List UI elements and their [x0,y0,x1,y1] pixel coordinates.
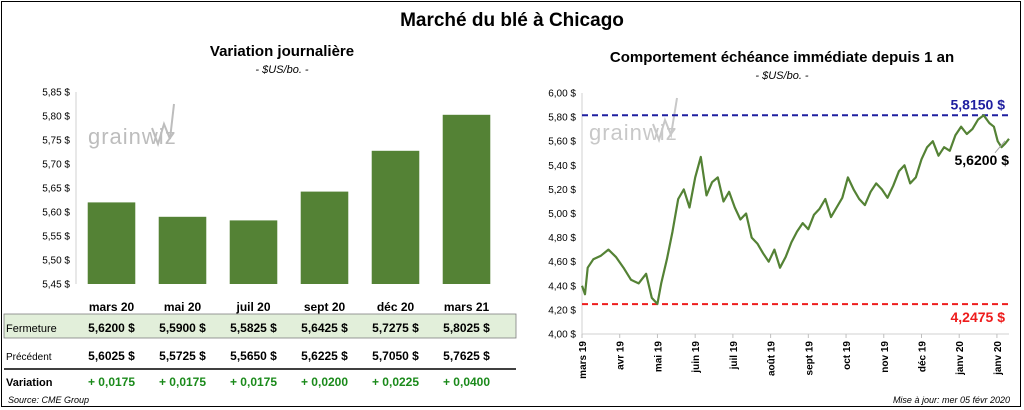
bar-chart-unit: - $US/bo. - [255,64,309,76]
table-cell-close: 5,5900 $ [159,321,206,335]
high-value-label: 5,8150 $ [951,96,1006,112]
table-row-label-close: Fermeture [6,323,57,335]
table-cell-change: + 0,0200 [301,375,348,389]
bar [158,216,207,284]
line-x-tick-label: janv 20 [993,341,1004,376]
bar [371,150,420,284]
line-y-tick-label: 5,20 $ [548,185,576,196]
bar-category-label: mars 20 [89,300,135,314]
price-series-line [580,114,1010,305]
table-cell-change: + 0,0225 [372,375,419,389]
bar-category-label: mai 20 [164,300,202,314]
line-x-tick-label: oct 19 [842,341,853,370]
table-cell-previous: 5,7625 $ [443,349,490,363]
table-cell-change: + 0,0400 [443,375,490,389]
bar-category-label: juil 20 [235,300,270,314]
line-y-tick-label: 4,20 $ [548,305,576,316]
bar-y-tick-label: 5,85 $ [42,88,70,99]
bar [300,191,349,284]
line-y-tick-label: 5,60 $ [548,137,576,148]
line-chart-title: Comportement échéance immédiate depuis 1… [609,49,955,66]
bar [442,114,491,284]
table-cell-previous: 5,5725 $ [159,349,206,363]
line-x-tick-label: janv 20 [955,341,966,376]
table-cell-close: 5,6425 $ [301,321,348,335]
bar-chart: 5,45 $ 5,50 $ 5,55 $ 5,60 $ 5,65 $ 5,70 $ 5,75… [3,88,517,389]
bar-chart-title: Variation journalière [209,43,355,60]
bar-category-label: mars 21 [444,300,490,314]
line-y-tick-label: 4,60 $ [548,257,576,268]
line-x-tick-label: juin 19 [691,341,702,374]
table-cell-close: 5,7275 $ [372,321,419,335]
bar-y-tick-label: 5,70 $ [42,160,70,171]
line-y-tick-label: 5,00 $ [548,209,576,220]
table-row-label-previous: Précédent [6,352,52,363]
line-y-tick-label: 4,80 $ [548,233,576,244]
bar-category-label: déc 20 [377,300,415,314]
watermark-icon [652,97,678,144]
line-x-tick-label: avr 19 [616,341,627,370]
line-x-tick-label: sept 19 [804,341,815,376]
table-cell-previous: 5,5650 $ [230,349,277,363]
table-row-label-change: Variation [6,377,53,389]
line-y-tick-label: 5,40 $ [548,161,576,172]
bar-y-tick-label: 5,60 $ [42,208,70,219]
table-cell-close: 5,8025 $ [443,321,490,335]
bar-y-tick-label: 5,50 $ [42,256,70,267]
source-note: Source: CME Group [8,395,90,405]
line-x-tick-label: juil 19 [729,341,740,371]
last-value-label: 5,6200 $ [955,152,1010,168]
main-title: Marché du blé à Chicago [400,10,624,31]
table-cell-change: + 0,0175 [159,375,206,389]
bar-y-tick-label: 5,80 $ [42,112,70,123]
low-value-label: 4,2475 $ [951,309,1006,325]
watermark-icon [151,103,175,148]
table-cell-close: 5,6200 $ [88,321,135,335]
table-cell-change: + 0,0175 [230,375,277,389]
last-value-leader [994,140,1006,154]
close-row-band [3,313,517,339]
table-cell-close: 5,5825 $ [230,321,277,335]
line-y-tick-label: 4,00 $ [548,330,576,341]
table-cell-previous: 5,6025 $ [88,349,135,363]
line-y-tick-label: 5,80 $ [548,113,576,124]
line-chart-unit: - $US/bo. - [755,70,809,82]
bar-y-tick-label: 5,75 $ [42,136,70,147]
bar [229,220,278,284]
bar-category-label: sept 20 [304,300,346,314]
line-x-tick-label: août 19 [767,341,778,376]
bar-y-tick-label: 5,55 $ [42,232,70,243]
line-y-tick-label: 4,40 $ [548,281,576,292]
line-x-tick-label: mars 19 [578,341,589,379]
line-x-tick-label: mai 19 [653,341,664,373]
table-cell-previous: 5,7050 $ [372,349,419,363]
bar [87,202,136,284]
table-cell-previous: 5,6225 $ [301,349,348,363]
line-y-tick-label: 6,00 $ [548,89,576,100]
bar-y-tick-label: 5,45 $ [42,280,70,291]
line-x-tick-label: nov 19 [880,341,891,373]
line-x-tick-label: déc 19 [917,341,928,373]
update-note: Mise à jour: mer 05 févr 2020 [892,395,1010,405]
table-cell-change: + 0,0175 [88,375,135,389]
line-chart: 4,00 $ 4,20 $ 4,40 $ 4,60 $ 4,80 $ 5,00 $ 5,20… [548,89,1010,379]
bar-y-tick-label: 5,65 $ [42,184,70,195]
